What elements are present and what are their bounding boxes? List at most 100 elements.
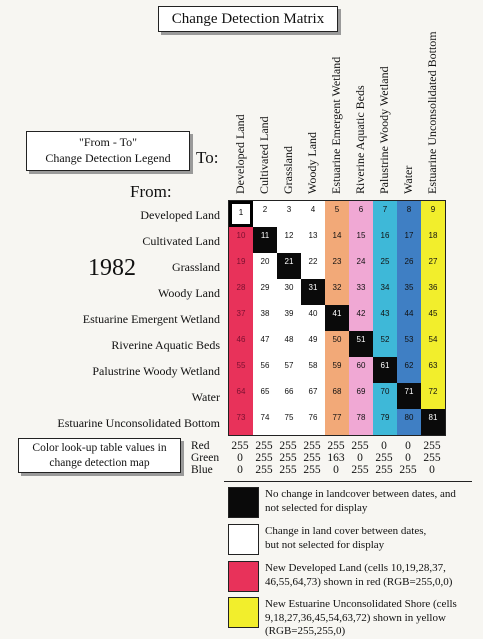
legend-text-line: 9,18,27,36,45,54,63,72) shown in yellow [265,611,446,624]
matrix-cell: 45 [421,305,445,331]
legend-text: No change in landcover between dates, an… [265,488,475,515]
rgb-value: 0 [405,440,411,452]
matrix-cell: 65 [253,383,277,409]
matrix-cell: 61 [373,357,397,383]
legend-text-line: Change in land cover between dates, [265,525,427,537]
matrix-cell: 20 [253,253,277,279]
lut-box-line2: change detection map [49,457,150,469]
matrix-cell: 6 [349,201,373,227]
matrix-cell: 19 [229,253,253,279]
matrix-cell: 38 [253,305,277,331]
column-label: Developed Land [233,114,247,194]
matrix-cell: 49 [301,331,325,357]
rgb-value: 255 [255,452,273,464]
legend-text-line: No change in landcover between dates, an… [265,488,456,500]
rgb-row-label: Green [191,452,220,464]
rgb-value: 0 [381,440,387,452]
matrix-cell: 71 [397,383,421,409]
legend-text-line: (RGB=255,255,0) [265,625,346,637]
matrix-cell: 25 [373,253,397,279]
matrix-cell: 46 [229,331,253,357]
row-label: Grassland [172,260,220,274]
matrix-cell: 12 [277,227,301,253]
column-label: Estuarine Emergent Wetland [329,56,343,194]
rgb-value: 0 [405,452,411,464]
matrix-cell: 7 [373,201,397,227]
matrix-cell: 26 [397,253,421,279]
matrix-cell: 52 [373,331,397,357]
rgb-value: 0 [429,464,435,476]
matrix-cell: 9 [421,201,445,227]
matrix-cell: 76 [301,409,325,435]
matrix-cell: 78 [349,409,373,435]
matrix-cell: 15 [349,227,373,253]
matrix-cell: 64 [229,383,253,409]
column-label: Woody Land [305,131,319,194]
matrix-cell: 11 [253,227,277,253]
column-label: Estuarine Unconsolidated Bottom [425,31,439,194]
lut-box: Color look-up table values in change det… [18,438,181,473]
matrix-cell: 31 [301,279,325,305]
rgb-value: 0 [333,464,339,476]
matrix-cell: 74 [253,409,277,435]
rgb-value: 255 [303,440,321,452]
row-label: Estuarine Unconsolidated Bottom [57,416,220,430]
matrix-cell: 56 [253,357,277,383]
matrix-cell: 73 [229,409,253,435]
row-label: Palustrine Woody Wetland [92,364,220,378]
legend-swatch [228,487,259,518]
legend-title-line1: "From - To" [78,135,138,149]
rgb-row-label: Blue [191,464,213,476]
column-label: Riverine Aquatic Beds [353,85,367,194]
matrix-cell: 14 [325,227,349,253]
matrix-cell: 29 [253,279,277,305]
matrix-cell: 60 [349,357,373,383]
rgb-value: 255 [375,464,393,476]
matrix-cell: 53 [397,331,421,357]
year-label: 1982 [88,255,136,281]
legend-swatch [228,561,259,592]
matrix-cell: 63 [421,357,445,383]
matrix-cell: 36 [421,279,445,305]
column-label: Palustrine Woody Wetland [377,66,391,194]
lut-box-line1: Color look-up table values in [32,442,167,454]
rgb-value: 255 [399,464,417,476]
from-to-legend-box: "From - To" Change Detection Legend [26,131,190,171]
matrix-cell: 58 [301,357,325,383]
rgb-value: 255 [279,452,297,464]
legend-text-line: New Estuarine Unconsolidated Shore (cell… [265,598,457,610]
legend-text-line: 46,55,64,73) shown in red (RGB=255,0,0) [265,575,453,588]
matrix-cell: 48 [277,331,301,357]
rgb-value: 255 [279,464,297,476]
matrix-cell: 27 [421,253,445,279]
legend-title-line2: Change Detection Legend [45,151,171,165]
matrix-cell: 47 [253,331,277,357]
matrix-cell: 77 [325,409,349,435]
matrix-cell: 80 [397,409,421,435]
rgb-value: 255 [279,440,297,452]
matrix-cell: 16 [373,227,397,253]
matrix-cell: 79 [373,409,397,435]
matrix-cell: 4 [301,201,325,227]
matrix-cell: 66 [277,383,301,409]
rgb-value: 255 [423,440,441,452]
matrix-cell: 72 [421,383,445,409]
matrix-cell: 8 [397,201,421,227]
matrix-cell: 30 [277,279,301,305]
matrix-cell: 51 [349,331,373,357]
matrix-cell: 62 [397,357,421,383]
legend-text-line: not selected for display [265,501,368,514]
column-label: Grassland [281,146,295,194]
rgb-value: 255 [375,452,393,464]
row-label: Riverine Aquatic Beds [111,338,220,352]
matrix-cell: 3 [277,201,301,227]
rgb-value: 255 [231,440,249,452]
legend-text: New Estuarine Unconsolidated Shore (cell… [265,598,475,639]
matrix-cell: 34 [373,279,397,305]
row-label: Developed Land [140,208,220,222]
matrix-cell: 24 [349,253,373,279]
change-matrix: 1 2 3 4 5 6 7 8 9 10 11 12 13 14 15 16 17 18 19 20 21 22 23 24 2… [228,200,446,436]
matrix-cell: 13 [301,227,325,253]
rgb-value: 255 [255,440,273,452]
column-label: Water [401,165,415,194]
